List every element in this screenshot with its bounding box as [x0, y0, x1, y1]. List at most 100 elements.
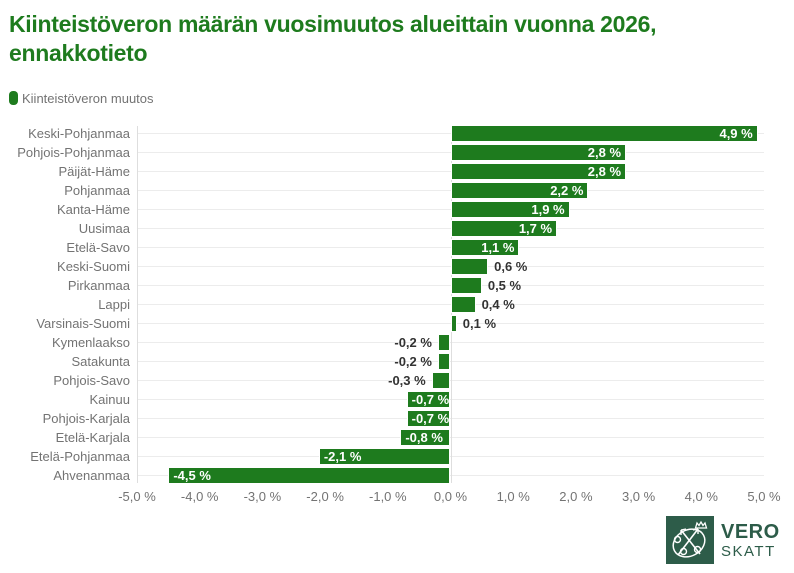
- chart-row: Kainuu -0,7 %: [0, 390, 794, 409]
- chart-row: Ahvenanmaa -4,5 %: [0, 466, 794, 485]
- category-label: Kanta-Häme: [57, 202, 130, 217]
- value-label: -2,1 %: [323, 449, 362, 464]
- value-label: -0,2 %: [394, 354, 432, 369]
- chart-row: Lappi 0,4 %: [0, 295, 794, 314]
- bar-chart: Keski-Pohjanmaa 4,9 % Pohjois-Pohjanmaa 2,8…: [0, 124, 794, 507]
- value-label: -0,7 %: [411, 411, 450, 426]
- category-label: Kainuu: [89, 392, 130, 407]
- x-tick-label: -1,0 %: [369, 489, 407, 504]
- chart-row: Uusimaa 1,7 %: [0, 219, 794, 238]
- plot-cell: 1,1 %: [137, 238, 764, 257]
- plot-cell: 0,6 %: [137, 257, 764, 276]
- value-label: 1,9 %: [531, 202, 565, 217]
- vero-emblem-icon: [666, 516, 714, 564]
- x-tick-label: -2,0 %: [306, 489, 344, 504]
- category-label: Pohjois-Savo: [53, 373, 130, 388]
- plot-left-axis-line: [137, 126, 138, 483]
- x-axis: -5,0 % -4,0 % -3,0 % -2,0 % -1,0 % 0,0 % 1,0 %…: [118, 489, 780, 507]
- chart-row: Varsinais-Suomi 0,1 %: [0, 314, 794, 333]
- value-label: 0,4 %: [481, 297, 515, 312]
- category-label: Satakunta: [71, 354, 130, 369]
- bar-Lappi[interactable]: [450, 296, 476, 313]
- bar-Pohjois-Pohjanmaa[interactable]: [450, 144, 627, 161]
- value-label: -0,8 %: [405, 430, 443, 445]
- bar-Kymenlaakso[interactable]: [437, 334, 451, 351]
- chart-row: Pohjois-Karjala -0,7 %: [0, 409, 794, 428]
- bar-Ahvenanmaa[interactable]: [168, 467, 451, 484]
- category-label: Ahvenanmaa: [53, 468, 130, 483]
- category-label: Uusimaa: [78, 221, 130, 236]
- plot-cell: 0,5 %: [137, 276, 764, 295]
- bar-Etelä-Pohjanmaa[interactable]: [318, 448, 451, 465]
- x-tick-label: 0,0 %: [433, 489, 468, 504]
- bar-Pirkanmaa[interactable]: [450, 277, 482, 294]
- chart-row: Päijät-Häme 2,8 %: [0, 162, 794, 181]
- bar-Varsinais-Suomi[interactable]: [450, 315, 457, 332]
- category-label: Etelä-Savo: [66, 240, 130, 255]
- plot-cell: 4,9 %: [137, 124, 764, 143]
- plot-cell: 2,8 %: [137, 143, 764, 162]
- x-tick-label: 3,0 %: [621, 489, 656, 504]
- bar-Uusimaa[interactable]: [450, 220, 558, 237]
- plot-cell: 2,8 %: [137, 162, 764, 181]
- bar-Kainuu[interactable]: [406, 391, 451, 408]
- category-label: Keski-Pohjanmaa: [28, 126, 130, 141]
- category-label: Pohjois-Pohjanmaa: [17, 145, 130, 160]
- plot-cell: 0,4 %: [137, 295, 764, 314]
- logo-text-skatt: SKATT: [721, 542, 776, 560]
- chart-plot-area: Keski-Pohjanmaa 4,9 % Pohjois-Pohjanmaa 2,8…: [0, 124, 794, 485]
- category-label: Etelä-Pohjanmaa: [30, 449, 130, 464]
- chart-row: Etelä-Savo 1,1 %: [0, 238, 794, 257]
- bar-Kanta-Häme[interactable]: [450, 201, 570, 218]
- legend-marker-icon: [9, 91, 18, 105]
- chart-row: Kanta-Häme 1,9 %: [0, 200, 794, 219]
- bar-Etelä-Karjala[interactable]: [400, 429, 451, 446]
- value-label: -0,7 %: [411, 392, 450, 407]
- value-label: 2,8 %: [587, 145, 622, 160]
- category-label: Lappi: [98, 297, 130, 312]
- value-label: -0,3 %: [388, 373, 426, 388]
- chart-row: Pohjois-Savo -0,3 %: [0, 371, 794, 390]
- chart-row: Satakunta -0,2 %: [0, 352, 794, 371]
- plot-cell: 2,2 %: [137, 181, 764, 200]
- chart-title: Kiinteistöveron määrän vuosimuutos aluei…: [0, 0, 794, 68]
- category-label: Pirkanmaa: [67, 278, 130, 293]
- bar-Keski-Suomi[interactable]: [450, 258, 489, 275]
- bar-Pohjanmaa[interactable]: [450, 182, 589, 199]
- category-label: Varsinais-Suomi: [36, 316, 130, 331]
- value-label: 2,2 %: [550, 183, 584, 198]
- chart-row: Etelä-Pohjanmaa -2,1 %: [0, 447, 794, 466]
- x-tick-label: -3,0 %: [243, 489, 282, 504]
- x-tick-label: -5,0 %: [118, 489, 156, 504]
- x-tick-label: 2,0 %: [559, 489, 593, 504]
- category-label: Etelä-Karjala: [55, 430, 130, 445]
- value-label: -0,2 %: [394, 335, 432, 350]
- logo-text: VERO SKATT: [721, 521, 780, 560]
- bar-Pohjois-Karjala[interactable]: [406, 410, 451, 427]
- value-label: 4,9 %: [719, 126, 753, 141]
- plot-cell: 1,9 %: [137, 200, 764, 219]
- value-label: 1,7 %: [518, 221, 553, 236]
- value-label: 1,1 %: [481, 240, 515, 255]
- bar-Keski-Pohjanmaa[interactable]: [450, 125, 758, 142]
- category-label: Pohjanmaa: [64, 183, 130, 198]
- bar-Satakunta[interactable]: [437, 353, 451, 370]
- category-label: Keski-Suomi: [57, 259, 130, 274]
- chart-row: Keski-Suomi 0,6 %: [0, 257, 794, 276]
- chart-row: Keski-Pohjanmaa 4,9 %: [0, 124, 794, 143]
- bar-Etelä-Savo[interactable]: [450, 239, 520, 256]
- bar-Pohjois-Savo[interactable]: [431, 372, 451, 389]
- chart-row: Pohjois-Pohjanmaa 2,8 %: [0, 143, 794, 162]
- value-label: 0,1 %: [462, 316, 497, 331]
- x-tick-label: -4,0 %: [180, 489, 219, 504]
- value-label: 0,5 %: [487, 278, 522, 293]
- chart-title-line1: Kiinteistöveron määrän vuosimuutos aluei…: [9, 11, 657, 37]
- value-label: 0,6 %: [494, 259, 528, 274]
- x-tick-label: 5,0 %: [747, 489, 781, 504]
- legend-item[interactable]: Kiinteistöveron muutos: [9, 90, 794, 106]
- x-tick-label: 1,0 %: [496, 489, 530, 504]
- chart-title-line2: ennakkotieto: [9, 40, 148, 66]
- category-label: Päijät-Häme: [58, 164, 130, 179]
- bar-Päijät-Häme[interactable]: [450, 163, 627, 180]
- chart-row: Pohjanmaa 2,2 %: [0, 181, 794, 200]
